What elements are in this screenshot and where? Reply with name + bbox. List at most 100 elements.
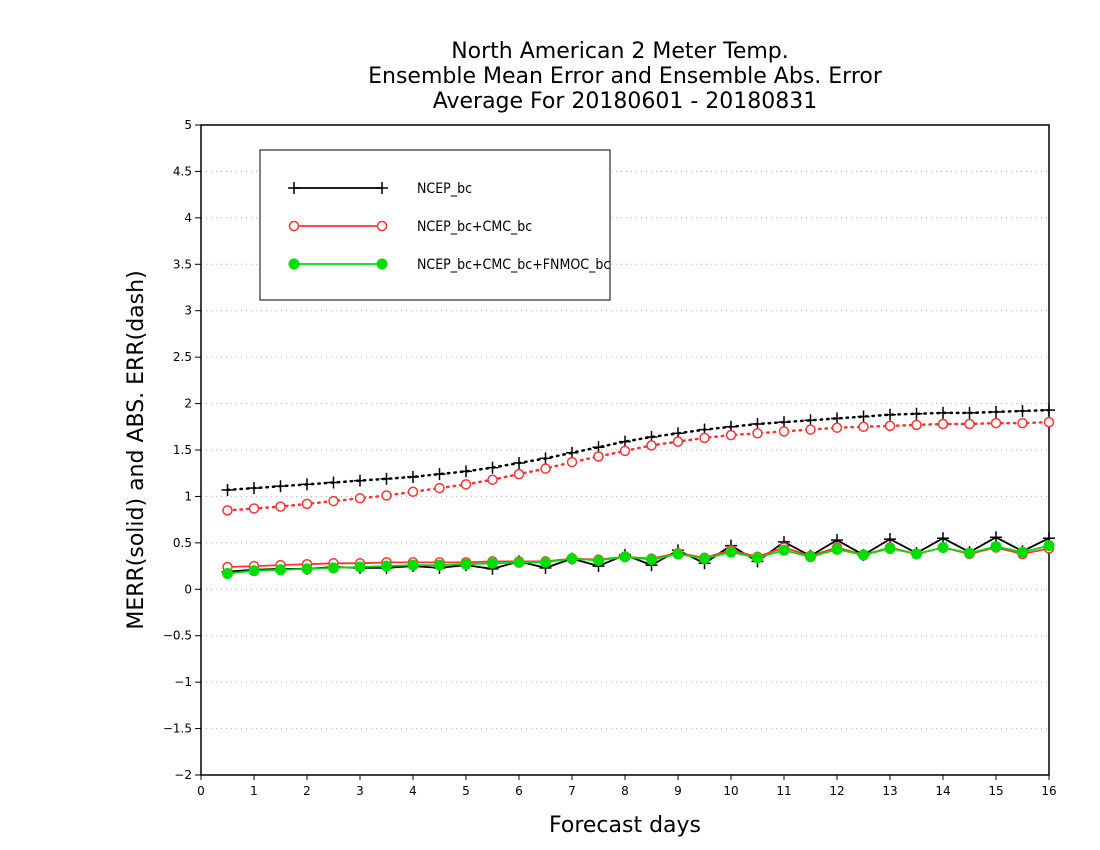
abs-err-point (248, 482, 260, 495)
legend-label: NCEP_bc (417, 181, 472, 197)
abs-err-point (460, 479, 472, 490)
abs-err-point (380, 472, 393, 485)
abs-err-point (831, 412, 843, 425)
legend-marker (288, 258, 300, 270)
abs-err-point (858, 421, 869, 433)
legend-marker (376, 258, 388, 270)
y-tick-label: 0.5 (173, 536, 192, 550)
merr-point (964, 547, 975, 559)
x-tick-label: 8 (621, 784, 629, 798)
abs-err-line-ncep-bc (226, 408, 1051, 492)
abs-err-point (990, 417, 1002, 429)
y-tick-label: 2 (184, 397, 192, 411)
chart-title: North American 2 Meter Temp. Ensemble Me… (368, 39, 883, 114)
abs-err-point (857, 410, 870, 423)
y-tick-label: 2.5 (173, 350, 192, 364)
x-tick-label: 4 (409, 784, 417, 798)
merr-point (672, 548, 684, 560)
abs-err-point (513, 468, 525, 480)
abs-err-point (222, 505, 233, 516)
legend-marker (288, 182, 300, 194)
abs-err-point (619, 445, 631, 457)
abs-err-point (221, 483, 234, 496)
merr-point (222, 568, 233, 579)
merr-point (646, 554, 657, 566)
x-tick-label: 10 (723, 784, 738, 798)
abs-err-point (301, 478, 313, 491)
abs-err-point (725, 429, 737, 441)
legend-marker (376, 220, 388, 232)
x-tick-label: 3 (356, 784, 364, 798)
title-line-1: North American 2 Meter Temp. (451, 39, 789, 64)
y-tick-label: −1 (174, 675, 192, 689)
series-layer (221, 404, 1055, 579)
merr-point (1043, 540, 1055, 552)
merr-point (752, 552, 763, 564)
abs-err-point (778, 416, 790, 429)
abs-err-point (460, 465, 472, 478)
abs-err-point (592, 441, 605, 454)
legend-marker (376, 182, 388, 194)
merr-point (619, 551, 631, 563)
legend-label: NCEP_bc+CMC_bc+FNMOC_bc (417, 257, 610, 273)
legend-marker (288, 220, 300, 232)
x-tick-label: 14 (935, 784, 950, 798)
merr-point (301, 563, 313, 575)
legend-label: NCEP_bc+CMC_bc (417, 219, 532, 235)
y-tick-label: 1 (184, 489, 192, 503)
abs-err-point (275, 501, 286, 512)
merr-point (275, 564, 286, 576)
x-tick-label: 16 (1041, 784, 1056, 798)
abs-err-point (1043, 404, 1055, 417)
abs-err-point (990, 405, 1002, 418)
merr-point (381, 560, 392, 572)
x-axis-label: Forecast days (549, 813, 701, 838)
abs-err-point (964, 418, 975, 430)
abs-err-point (831, 422, 843, 433)
x-tick-label: 6 (515, 784, 523, 798)
abs-err-point (248, 503, 260, 514)
abs-err-point (911, 419, 922, 431)
merr-point (540, 556, 551, 568)
abs-err-point (487, 474, 498, 485)
abs-err-point (699, 432, 710, 444)
abs-err-point (804, 414, 817, 427)
merr-point (354, 561, 366, 573)
abs-err-point (805, 424, 816, 435)
merr-point (434, 559, 445, 571)
merr-point (487, 557, 498, 569)
x-tick-label: 2 (303, 784, 311, 798)
abs-err-point (752, 428, 763, 439)
y-tick-label: −1.5 (163, 722, 192, 736)
x-tick-label: 1 (250, 784, 258, 798)
abs-err-point (884, 420, 896, 432)
y-tick-label: −0.5 (163, 629, 192, 643)
merr-point (778, 544, 790, 556)
abs-err-point (566, 446, 578, 459)
y-tick-label: 3.5 (173, 257, 192, 271)
abs-err-point (566, 456, 578, 468)
y-tick-label: 5 (184, 118, 192, 132)
merr-point (937, 542, 949, 553)
merr-point (1017, 546, 1028, 558)
abs-err-point (937, 418, 949, 430)
abs-err-point (486, 461, 499, 474)
merr-point (990, 541, 1002, 553)
merr-point (911, 548, 922, 560)
abs-err-point (751, 418, 764, 430)
abs-err-point (328, 495, 339, 507)
abs-err-point (354, 474, 366, 487)
abs-err-point (884, 408, 896, 421)
abs-err-point (963, 406, 976, 419)
y-tick-label: 0 (184, 582, 192, 596)
abs-err-point (778, 426, 790, 437)
merr-line-ncep-bc-cmc-bc (227, 546, 1050, 568)
abs-err-point (381, 490, 392, 501)
abs-err-point (327, 476, 340, 489)
y-tick-label: 4 (184, 211, 192, 225)
abs-err-point (433, 468, 446, 481)
merr-point (884, 542, 896, 554)
axes: −2−1.5−1−0.500.511.522.533.544.550 1 2 3 4 5 6… (163, 118, 1057, 798)
y-tick-label: −2 (174, 768, 192, 782)
